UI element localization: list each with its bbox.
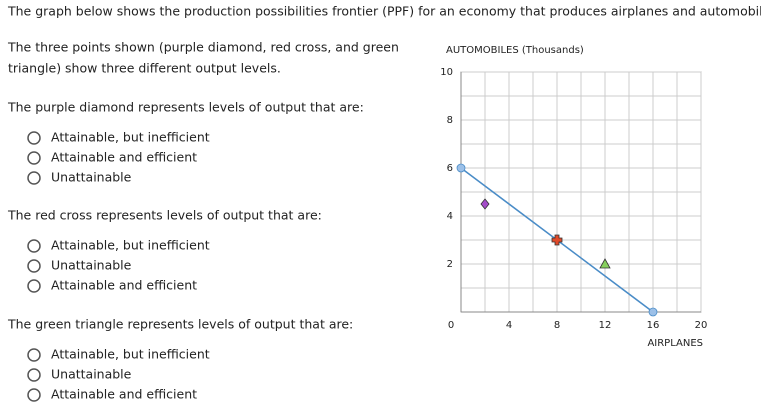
radio-button[interactable] (27, 151, 41, 165)
header: The graph below shows the production pos… (7, 4, 761, 19)
marker-diamond (480, 198, 490, 210)
radio-button[interactable] (27, 171, 41, 185)
option-label[interactable]: Attainable, but inefficient (51, 238, 210, 253)
x-tick-label: 8 (554, 320, 560, 331)
x-axis-title: AIRPLANES (647, 338, 703, 349)
intro-line: triangle) show three different output le… (8, 61, 281, 76)
y-tick-label: 2 (447, 259, 453, 270)
question-prompt: The red cross represents levels of outpu… (7, 208, 322, 223)
radio-button[interactable] (27, 259, 41, 273)
option-label[interactable]: Attainable and efficient (51, 387, 197, 402)
option-label[interactable]: Unattainable (51, 367, 132, 382)
question-prompt: The green triangle represents levels of … (7, 317, 353, 332)
marker-circle (648, 307, 658, 317)
question-prompt: The purple diamond represents levels of … (7, 100, 364, 115)
intro-line: The three points shown (purple diamond, … (7, 40, 399, 55)
x-tick-label: 4 (506, 320, 512, 331)
y-tick-label: 6 (447, 163, 453, 174)
option-label[interactable]: Attainable and efficient (51, 278, 197, 293)
option-label[interactable]: Unattainable (51, 170, 132, 185)
radio-button[interactable] (27, 368, 41, 382)
x-tick-label: 20 (695, 320, 708, 331)
radio-button[interactable] (27, 239, 41, 253)
y-tick-label: 8 (447, 115, 453, 126)
y-tick-label: 10 (440, 67, 453, 78)
y-axis-title: AUTOMOBILES (Thousands) (446, 45, 584, 56)
radio-button[interactable] (27, 388, 41, 402)
option-label[interactable]: Unattainable (51, 258, 132, 273)
radio-button[interactable] (27, 279, 41, 293)
radio-button[interactable] (27, 131, 41, 145)
marker-triangle (599, 258, 611, 269)
marker-cross (551, 234, 563, 246)
radio-button[interactable] (27, 348, 41, 362)
option-label[interactable]: Attainable, but inefficient (51, 130, 210, 145)
x-tick-label: 16 (647, 320, 660, 331)
option-label[interactable]: Attainable and efficient (51, 150, 197, 165)
x-tick-label: 0 (448, 320, 454, 331)
option-label[interactable]: Attainable, but inefficient (51, 347, 210, 362)
y-tick-label: 4 (447, 211, 453, 222)
x-tick-label: 12 (599, 320, 612, 331)
marker-circle (456, 163, 466, 173)
